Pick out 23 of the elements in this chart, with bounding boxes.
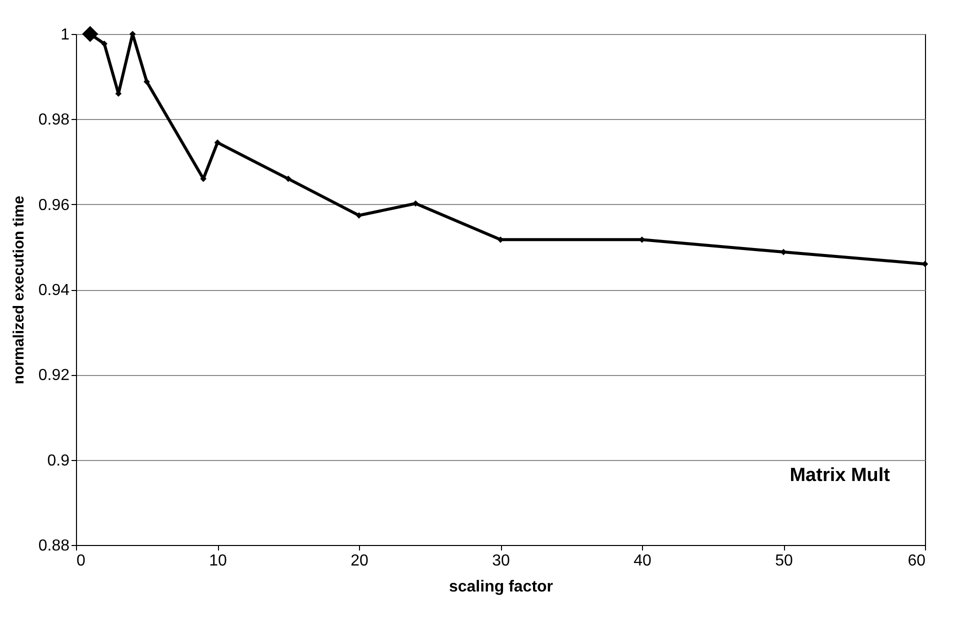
point <box>144 78 150 85</box>
y-tick-label: 0.98 <box>38 112 70 129</box>
point <box>285 176 292 182</box>
y-tick-label: 0.9 <box>47 452 70 470</box>
x-tick-label: 10 <box>209 552 227 570</box>
annotation: Matrix Mult <box>790 465 891 486</box>
point <box>82 26 98 42</box>
point <box>356 212 362 219</box>
x-tick-label: 0 <box>76 552 86 570</box>
y-axis-title: normalized execution time <box>10 196 28 384</box>
y-tick-label: 0.88 <box>38 538 70 554</box>
x-tick-label: 50 <box>775 552 793 570</box>
y-tick-label: 0.92 <box>38 367 70 384</box>
x-tick-label: 20 <box>350 552 368 570</box>
x-tick-label: 60 <box>908 552 926 570</box>
point <box>214 139 221 146</box>
x-tick-label: 30 <box>492 552 510 570</box>
point <box>101 40 108 47</box>
y-tick-label: 0.94 <box>38 282 70 299</box>
y-tick-label: 1 <box>60 26 70 44</box>
y-tick-label: 0.96 <box>38 196 70 214</box>
x-tick-label: 40 <box>634 552 652 570</box>
x-axis-title: scaling factor <box>448 578 554 596</box>
